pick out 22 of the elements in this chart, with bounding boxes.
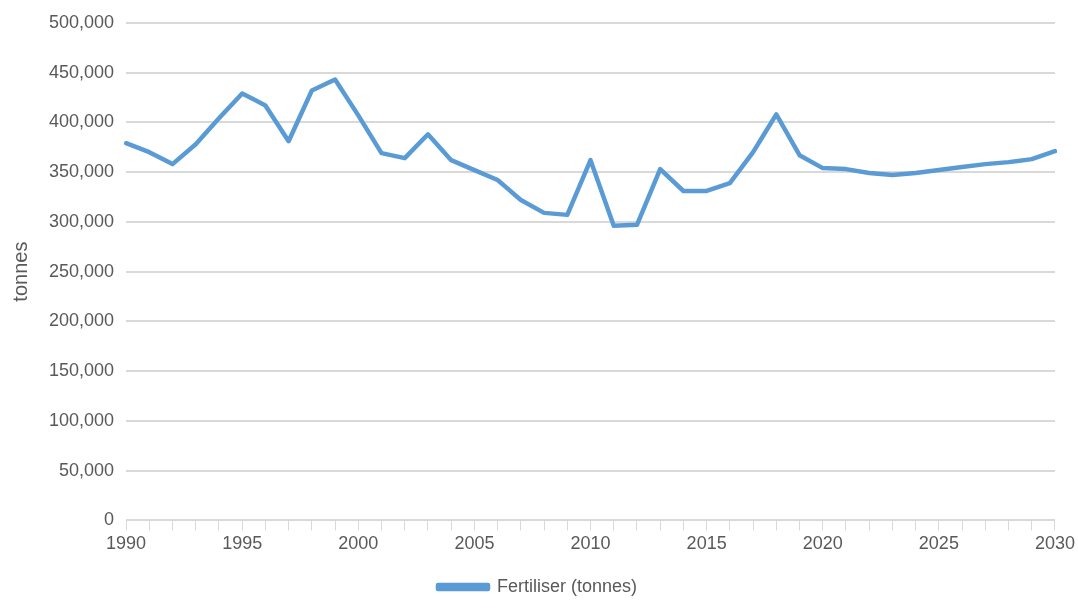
x-tick-label: 2005 <box>454 533 495 554</box>
x-tick-label: 1990 <box>106 533 147 554</box>
y-tick-label: 350,000 <box>48 161 115 182</box>
y-tick-label: 100,000 <box>48 409 115 430</box>
x-tick-label: 2025 <box>918 533 959 554</box>
y-tick-label: 250,000 <box>48 260 115 281</box>
x-tick-label: 1995 <box>222 533 263 554</box>
x-tick-label: 2015 <box>686 533 727 554</box>
legend-label: Fertiliser (tonnes) <box>496 575 638 596</box>
y-tick-label: 500,000 <box>48 11 115 32</box>
x-tick-label: 2030 <box>1034 533 1075 554</box>
y-tick-label: 200,000 <box>48 310 115 331</box>
y-tick-label: 300,000 <box>48 210 115 231</box>
y-axis-title: tonnes <box>8 241 31 302</box>
y-tick-label: 150,000 <box>48 360 115 381</box>
y-tick-label: 50,000 <box>59 459 115 480</box>
x-tick-label: 2000 <box>338 533 379 554</box>
y-tick-label: 450,000 <box>48 61 115 82</box>
y-tick-label: 0 <box>104 509 115 530</box>
x-tick-label: 2010 <box>570 533 611 554</box>
x-tick-label: 2020 <box>802 533 843 554</box>
y-tick-label: 400,000 <box>48 111 115 132</box>
